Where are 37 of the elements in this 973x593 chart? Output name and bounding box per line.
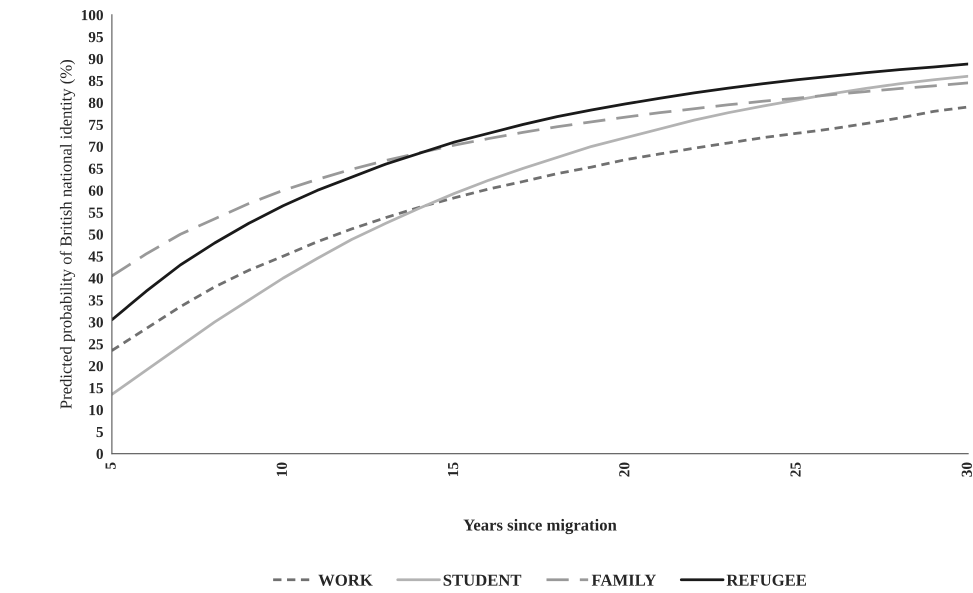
y-tick-label: 85 [88,76,104,86]
legend-label: REFUGEE [726,574,806,586]
y-tick-label: 30 [88,317,103,328]
legend-label: STUDENT [444,574,522,586]
y-tick-label: 40 [88,273,103,284]
y-axis-title: Predicted probability of British national identity (%) [60,60,76,409]
x-axis-title: Years since migration [463,518,617,534]
y-tick-label: 55 [88,208,104,218]
y-tick-label: 65 [88,164,104,174]
y-tick-label: 10 [90,404,103,416]
y-tick-label: 15 [90,383,104,394]
y-tick-label: 0 [96,448,103,460]
x-tick-label: 10 [276,462,287,476]
x-tick-label: 5 [106,462,116,470]
y-tick-label: 70 [89,142,103,152]
x-tick-label: 15 [448,462,458,476]
x-tick-label: 20 [619,462,630,477]
line-series [112,74,968,396]
line-series [112,106,968,352]
line-series [112,62,968,322]
y-tick-label: 75 [89,120,104,130]
y-tick-label: 45 [88,251,104,262]
y-tick-label: 50 [88,229,103,240]
y-tick-label: 35 [88,295,104,306]
y-tick-label: 95 [88,32,104,42]
y-tick-label: 80 [88,98,103,108]
y-tick-label: 20 [88,361,103,372]
line-series [112,81,968,278]
y-tick-label: 100 [82,10,103,20]
legend-label: WORK [318,574,373,586]
x-tick-label: 30 [962,462,972,477]
x-tick-label: 25 [790,462,801,477]
y-tick-label: 25 [88,339,104,350]
y-tick-label: 5 [96,427,104,438]
legend-label: FAMILY [592,574,656,586]
y-tick-label: 60 [88,185,103,196]
y-tick-label: 90 [88,54,103,64]
